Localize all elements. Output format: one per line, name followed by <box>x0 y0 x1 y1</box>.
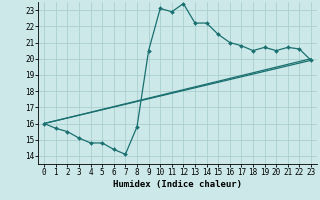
X-axis label: Humidex (Indice chaleur): Humidex (Indice chaleur) <box>113 180 242 189</box>
